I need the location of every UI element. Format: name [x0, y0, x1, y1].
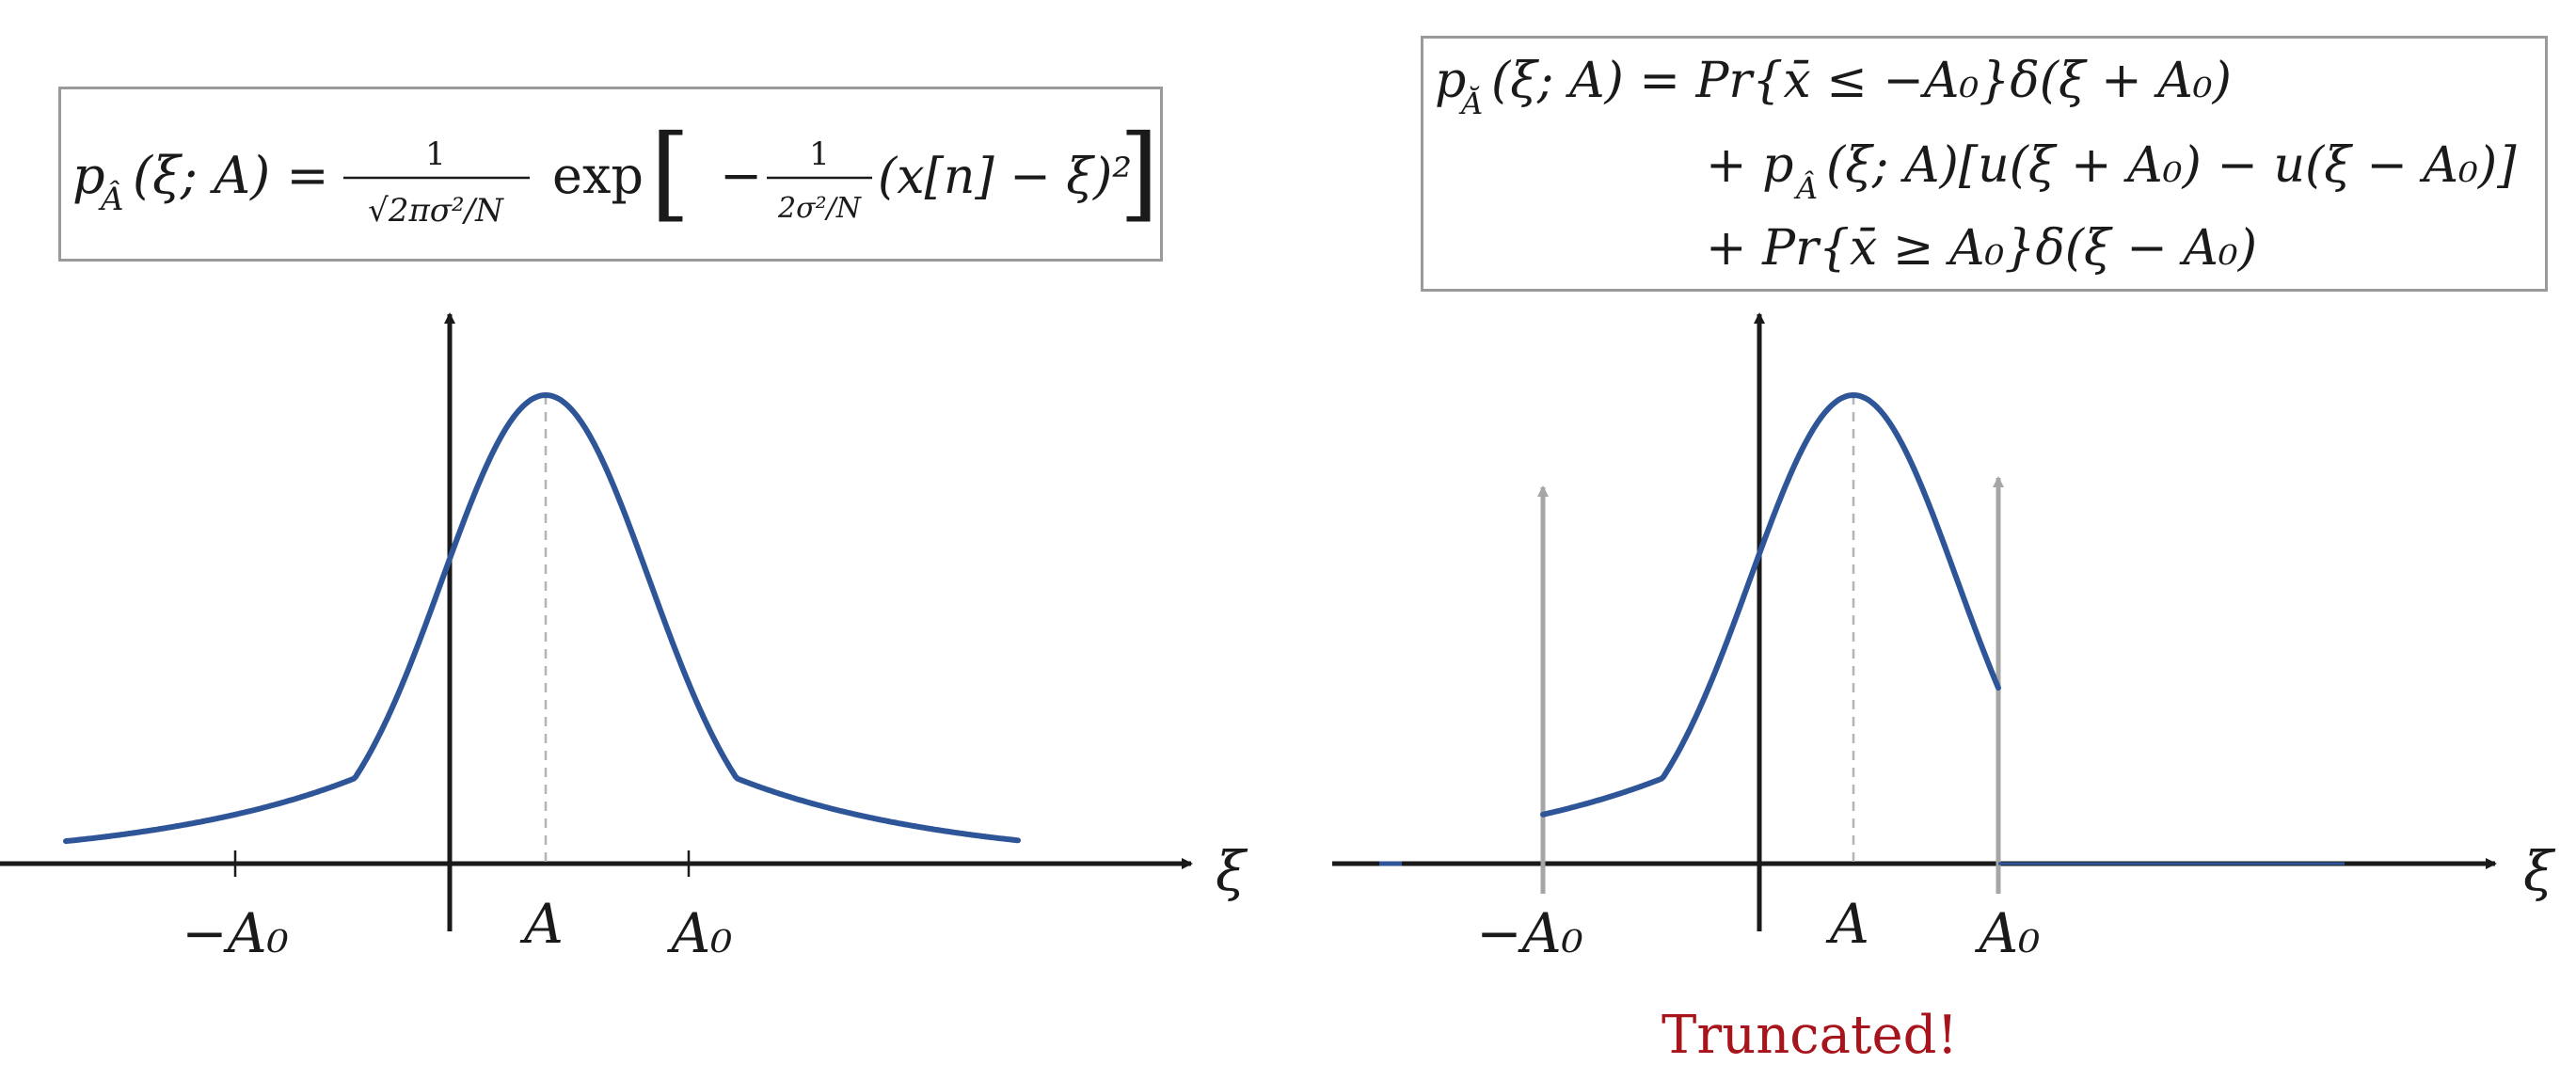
right-formula-line1: (ξ; A) = Pr{x̄ ≤ −A₀}δ(ξ + A₀)	[1491, 53, 2232, 109]
right-plot: −A₀ A A₀ ξ	[1332, 312, 2556, 965]
right-formula-line2-sub: Â	[1793, 170, 1818, 206]
left-tick-label-a0: A₀	[666, 901, 732, 965]
left-formula-bracket-open: [	[650, 112, 691, 232]
right-formula-lhs: p	[1435, 53, 1466, 109]
right-formula-lhs-sub: Ă	[1458, 86, 1483, 121]
right-tick-label-a: A	[1825, 892, 1869, 956]
left-formula-bracket-close: ]	[1119, 112, 1159, 232]
left-tick-label-neg-a0: −A₀	[182, 901, 289, 965]
left-formula-args: (ξ; A) =	[133, 146, 329, 205]
left-formula-frac2-den: 2σ²/N	[777, 192, 863, 225]
left-pdf-curve	[63, 391, 1021, 845]
left-formula-lhs-sub: Â	[98, 180, 124, 218]
left-formula-frac1-den: √2πσ²/N	[368, 192, 504, 230]
left-tick-label-a: A	[519, 892, 564, 956]
right-axis-label-xi: ξ	[2523, 839, 2556, 903]
left-formula: p Â (ξ; A) = 1 √2πσ²/N exp [ − 1 2σ²/N (…	[72, 112, 1159, 232]
left-axis-label-xi: ξ	[1216, 839, 1248, 903]
truncated-caption: Truncated!	[1662, 1005, 1958, 1066]
right-formula: p Ă (ξ; A) = Pr{x̄ ≤ −A₀}δ(ξ + A₀) + p Â…	[1435, 53, 2517, 277]
left-formula-tail: (x[n] − ξ)²	[878, 149, 1132, 205]
left-formula-lhs: p	[72, 146, 105, 205]
right-formula-line3: + Pr{x̄ ≥ A₀}δ(ξ − A₀)	[1706, 220, 2257, 277]
left-formula-exp: exp	[552, 146, 644, 205]
right-tick-label-neg-a0: −A₀	[1476, 901, 1583, 965]
left-formula-frac2-num: 1	[809, 135, 830, 173]
right-formula-line2-rest: (ξ; A)[u(ξ + A₀) − u(ξ − A₀)]	[1826, 137, 2517, 194]
right-truncated-pdf-curve	[1540, 391, 2001, 818]
left-formula-box: p Â (ξ; A) = 1 √2πσ²/N exp [ − 1 2σ²/N (…	[58, 87, 1163, 262]
right-formula-line2-prefix: + p	[1706, 137, 1793, 194]
left-plot: −A₀ A A₀ ξ	[0, 312, 1248, 965]
left-formula-minus: −	[720, 146, 762, 205]
right-formula-box: p Ă (ξ; A) = Pr{x̄ ≤ −A₀}δ(ξ + A₀) + p Â…	[1421, 36, 2548, 292]
left-formula-frac1-num: 1	[425, 135, 446, 173]
right-tick-label-a0: A₀	[1974, 901, 2040, 965]
